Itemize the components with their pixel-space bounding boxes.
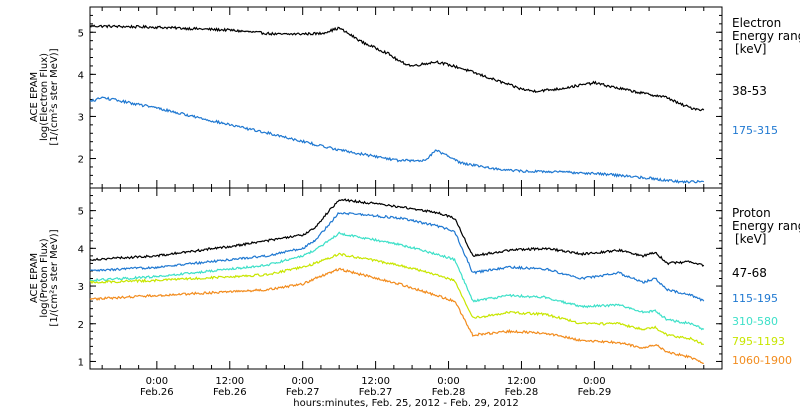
proton-series-group [89, 198, 705, 365]
y-tick-label: 1 [78, 357, 84, 368]
x-tick-date: Feb.29 [578, 387, 612, 398]
y-tick-label: 3 [78, 282, 84, 293]
proton-legend-title-3: [keV] [735, 232, 766, 246]
proton-legend-title-1: Proton [732, 206, 771, 220]
proton-y-axis: 1 2 3 4 5 [78, 195, 722, 370]
electron-panel: 2 3 4 5 ACE EPAM log(Electron Flux) [1/(cm²… [29, 6, 800, 189]
proton-legend: Proton Energy range [keV] 47-68 115-195 31… [732, 206, 800, 367]
y-tick-label: 2 [78, 320, 84, 331]
y-tick-label: 4 [78, 70, 84, 81]
legend-entry-795-1193: 795-1193 [732, 335, 785, 348]
electron-legend-title-1: Electron [732, 16, 781, 30]
electron-y-axis: 2 3 4 5 [78, 14, 722, 185]
x-tick-date: Feb.27 [359, 387, 393, 398]
x-tick-time: 12:00 [507, 376, 536, 387]
electron-legend: Electron Energy range [keV] 38-53 175-315 [732, 16, 800, 137]
x-tick-date: Feb.28 [432, 387, 466, 398]
electron-ylabel-line-1: ACE EPAM [29, 72, 40, 122]
legend-entry-38-53: 38-53 [732, 84, 767, 98]
series-line-795-1193 [89, 252, 705, 346]
proton-ylabel-line-1: ACE EPAM [29, 253, 40, 303]
x-tick-time: 0:00 [291, 376, 313, 387]
x-tick-date: Feb.26 [140, 387, 174, 398]
x-tick-date: Feb.26 [213, 387, 247, 398]
x-tick-date: Feb.28 [505, 387, 539, 398]
x-tick-time: 0:00 [437, 376, 459, 387]
proton-legend-title-2: Energy range [732, 219, 800, 233]
y-tick-label: 4 [78, 244, 84, 255]
time-x-axis: 0:00Feb.2612:00Feb.260:00Feb.2712:00Feb.… [101, 7, 705, 398]
x-axis-label: hours:minutes, Feb. 25, 2012 - Feb. 29, … [293, 398, 518, 409]
proton-plot-frame [89, 187, 723, 370]
y-tick-label: 5 [78, 207, 84, 218]
x-tick-time: 12:00 [361, 376, 390, 387]
legend-entry-47-68: 47-68 [732, 266, 767, 280]
x-tick-time: 0:00 [146, 376, 168, 387]
electron-plot-frame [89, 6, 723, 189]
series-line-1060-1900 [89, 267, 704, 365]
series-line-115-195 [89, 211, 705, 302]
electron-ylabel-line-2: log(Electron Flux) [39, 53, 50, 141]
legend-entry-115-195: 115-195 [732, 292, 778, 305]
proton-ylabel-line-3: [1/(cm²s ster MeV)] [49, 229, 60, 326]
legend-entry-310-580: 310-580 [732, 315, 778, 328]
series-line-38-53 [89, 24, 705, 112]
x-tick-date: Feb.27 [286, 387, 320, 398]
x-tick-time: 12:00 [215, 376, 244, 387]
series-line-310-580 [89, 231, 705, 331]
legend-entry-175-315: 175-315 [732, 124, 778, 137]
series-line-175-315 [89, 96, 705, 184]
y-tick-label: 3 [78, 112, 84, 123]
series-line-47-68 [89, 198, 705, 267]
electron-ylabel-line-3: [1/(cm²s ster MeV)] [49, 48, 60, 145]
y-tick-label: 2 [78, 155, 84, 166]
electron-series-group [89, 24, 705, 184]
x-tick-time: 0:00 [583, 376, 605, 387]
proton-panel: 1 2 3 4 5 ACE EPAM log(Proton Flux) [1/(cm²s… [29, 187, 800, 370]
proton-y-axis-label: ACE EPAM log(Proton Flux) [1/(cm²s ster … [29, 229, 60, 326]
electron-y-axis-label: ACE EPAM log(Electron Flux) [1/(cm²s ste… [29, 48, 60, 145]
electron-legend-title-2: Energy range [732, 29, 800, 43]
electron-legend-title-3: [keV] [735, 42, 766, 56]
proton-ylabel-line-2: log(Proton Flux) [39, 238, 50, 317]
y-tick-label: 5 [78, 28, 84, 39]
legend-entry-1060-1900: 1060-1900 [732, 354, 792, 367]
